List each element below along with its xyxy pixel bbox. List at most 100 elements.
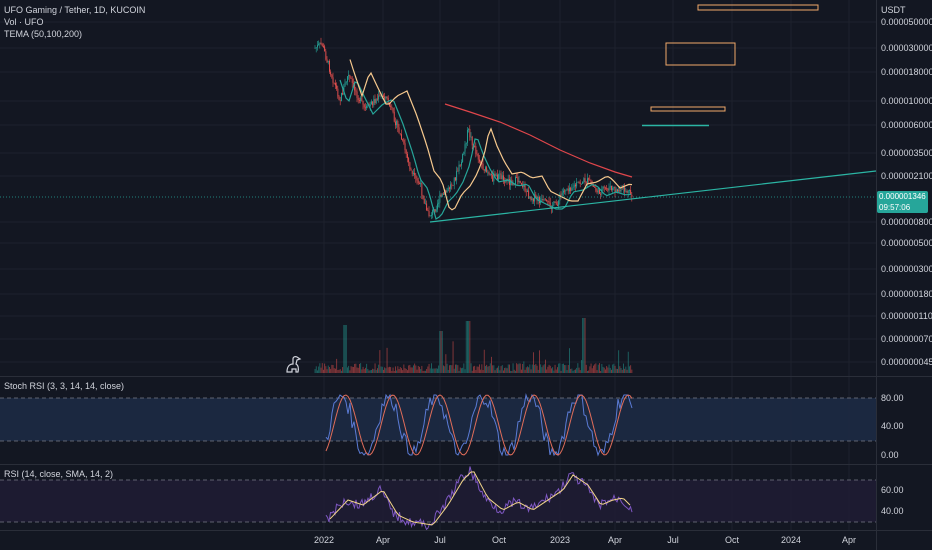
stoch-rsi-legend[interactable]: Stoch RSI (3, 3, 14, 14, close) (4, 381, 125, 391)
time-tick-label: Jul (434, 535, 446, 545)
candle-body (339, 100, 341, 101)
volume-bar (390, 367, 392, 373)
candle-body (477, 154, 479, 160)
candle-body (594, 186, 596, 188)
volume-bar (596, 370, 598, 373)
volume-bar (620, 368, 622, 373)
volume-bar (435, 368, 437, 373)
volume-bar (468, 321, 470, 373)
volume-bar (602, 366, 604, 373)
symbol-title[interactable]: UFO Gaming / Tether, 1D, KUCOIN (4, 5, 146, 15)
volume-bar (509, 364, 510, 373)
candle-body (432, 210, 434, 216)
volume-bar (426, 368, 428, 373)
candle-body (488, 172, 490, 175)
candle-body (463, 151, 465, 154)
volume-bar (347, 367, 348, 373)
target-box-large[interactable] (665, 42, 736, 66)
volume-bar (533, 352, 534, 373)
candle-body (569, 187, 570, 192)
support-trendline[interactable] (429, 170, 877, 223)
candle-body (629, 189, 630, 191)
volume-bar (535, 363, 537, 373)
time-axis[interactable]: 2022 Apr Jul Oct 2023 Apr Jul Oct 2024 Apr (314, 535, 856, 545)
volume-bar (516, 363, 518, 373)
volume-bar (487, 366, 489, 373)
volume-bar (438, 365, 440, 373)
volume-bar (446, 363, 448, 373)
candle-body (619, 190, 621, 192)
volume-bar (427, 366, 429, 373)
volume-bar (445, 354, 447, 373)
volume-bar (572, 370, 574, 373)
volume-bar (554, 364, 556, 373)
rsi-band (0, 480, 876, 522)
volume-bar (609, 367, 611, 373)
price-tick-label: 0.000050000 (881, 17, 932, 27)
volume-bar (458, 370, 460, 373)
volume-bar (474, 365, 476, 373)
candle-body (554, 201, 556, 203)
volume-bar (372, 368, 374, 373)
candle-body (440, 194, 442, 197)
countdown-timer: 09:57:06 (879, 203, 911, 212)
target-box-top[interactable] (697, 4, 819, 11)
candle-body (423, 198, 425, 204)
volume-bar (369, 370, 371, 373)
rsi-legend[interactable]: RSI (14, close, SMA, 14, 2) (4, 469, 114, 479)
volume-bar (582, 318, 584, 373)
price-candles (314, 37, 633, 220)
volume-bar (498, 365, 500, 373)
volume-bar (421, 365, 423, 373)
tradingview-dino-icon[interactable] (284, 354, 304, 374)
candle-body (626, 190, 628, 193)
volume-bar (525, 367, 527, 373)
stoch-tick-label: 80.00 (881, 393, 904, 403)
volume-bar (531, 364, 533, 373)
candle-body (521, 183, 522, 185)
target-box-small[interactable] (650, 106, 726, 112)
candle-body (456, 170, 458, 181)
candle-body (398, 127, 400, 134)
candle-body (620, 187, 622, 192)
candle-body (449, 187, 450, 189)
volume-bar (343, 325, 345, 373)
volume-bar (476, 366, 478, 373)
price-tick-label: 0.0000000450 (881, 357, 932, 367)
volume-bar (456, 364, 458, 373)
volume-bar (606, 366, 608, 373)
candle-body (615, 189, 617, 193)
candle-body (503, 175, 504, 182)
volume-bar (450, 364, 452, 373)
volume-bar (571, 368, 573, 373)
time-tick-label: Apr (608, 535, 622, 545)
volume-bar (386, 347, 388, 373)
volume-bar (401, 368, 402, 373)
candle-body (564, 190, 566, 192)
candle-body (446, 191, 448, 193)
volume-bar (350, 366, 352, 373)
volume-bar (351, 366, 353, 373)
volume-bar (410, 367, 412, 373)
volume-legend[interactable]: Vol · UFO (4, 17, 44, 27)
volume-bar (612, 364, 614, 373)
volume-bar (605, 369, 606, 373)
volume-bar (315, 366, 317, 373)
tema-legend[interactable]: TEMA (50,100,200) (4, 29, 83, 39)
candle-body (351, 78, 353, 83)
candle-body (335, 83, 336, 86)
volume-bar (415, 365, 417, 373)
volume-bar (507, 364, 509, 373)
candle-body (609, 185, 611, 188)
volume-bar (374, 363, 376, 373)
volume-bar (441, 331, 443, 373)
volume-bar (380, 366, 382, 373)
candle-body (326, 59, 328, 63)
candle-body (379, 95, 381, 97)
candle-body (435, 209, 437, 212)
volume-bars (314, 318, 633, 373)
